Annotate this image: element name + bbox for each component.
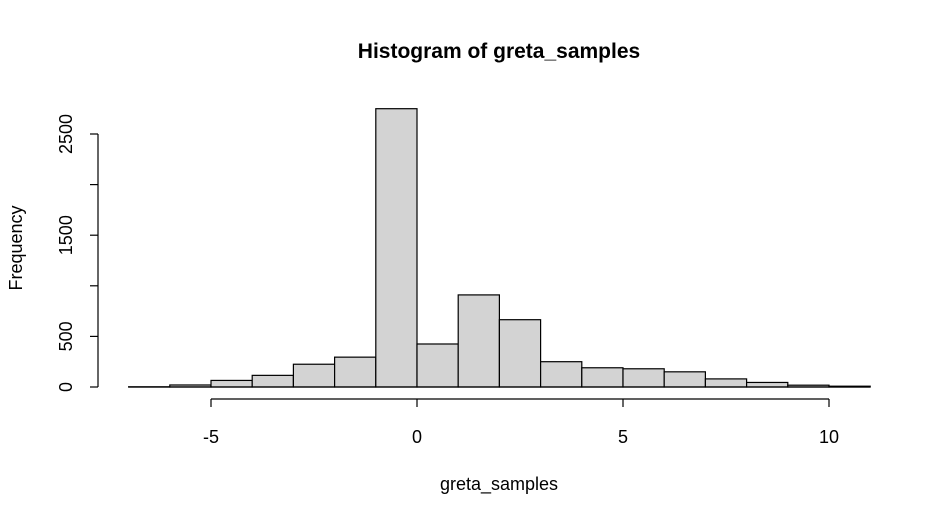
- y-axis-label: Frequency: [6, 205, 26, 290]
- histogram-bars: [128, 108, 871, 388]
- histogram-bar: [210, 379, 253, 388]
- x-tick-label: 0: [412, 427, 422, 447]
- histogram-bar: [539, 361, 583, 388]
- x-tick-label: 10: [819, 427, 839, 447]
- x-tick-label: -5: [203, 427, 219, 447]
- x-axis: -5 0 5 10: [203, 398, 839, 447]
- histogram-bar: [622, 368, 665, 388]
- histogram-bar: [704, 378, 748, 388]
- histogram-bar: [663, 371, 707, 388]
- x-tick-label: 5: [618, 427, 628, 447]
- y-tick-label: 500: [56, 321, 76, 351]
- histogram-bar: [416, 343, 459, 388]
- histogram-bar: [745, 381, 789, 388]
- y-axis: 0 500 1500 2500: [56, 114, 99, 392]
- histogram-bar: [581, 367, 624, 388]
- x-axis-label: greta_samples: [440, 474, 558, 495]
- y-tick-label: 0: [56, 382, 76, 392]
- histogram-bar: [375, 108, 418, 388]
- histogram-bar: [498, 319, 542, 388]
- histogram-bar: [334, 356, 377, 388]
- y-tick-label: 1500: [56, 215, 76, 255]
- histogram-bar: [251, 374, 294, 388]
- histogram-bar: [292, 363, 336, 388]
- y-tick-label: 2500: [56, 114, 76, 154]
- histogram-bar: [457, 294, 501, 388]
- chart-title: Histogram of greta_samples: [358, 40, 640, 63]
